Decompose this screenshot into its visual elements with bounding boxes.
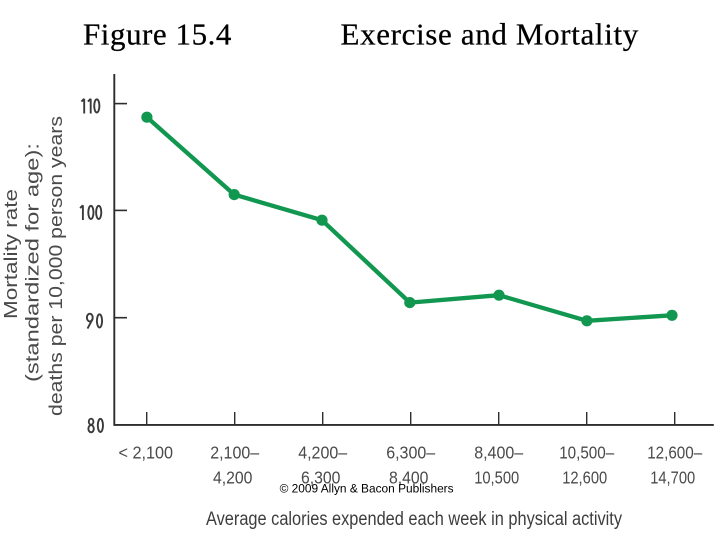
svg-text:Exercise and Mortality: Exercise and Mortality xyxy=(341,17,639,52)
svg-text:Mortality rate: Mortality rate xyxy=(1,189,21,319)
svg-text:12,600–: 12,600– xyxy=(647,443,702,463)
svg-text:© 2009 Allyn & Bacon Publisher: © 2009 Allyn & Bacon Publishers xyxy=(280,482,454,496)
svg-text:deaths per 10,000 person years: deaths per 10,000 person years xyxy=(46,116,66,416)
svg-text:14,700: 14,700 xyxy=(650,467,695,487)
svg-text:10,500–: 10,500– xyxy=(559,443,614,463)
svg-text:Average calories expended each: Average calories expended each week in p… xyxy=(206,509,622,530)
svg-text:(standardized for age):: (standardized for age): xyxy=(23,143,43,382)
svg-text:4,200–: 4,200– xyxy=(298,443,347,463)
svg-text:10,500: 10,500 xyxy=(474,467,519,487)
svg-text:8,400: 8,400 xyxy=(389,467,429,487)
svg-text:12,600: 12,600 xyxy=(562,467,607,487)
svg-text:4,200: 4,200 xyxy=(213,467,253,487)
svg-text:2,100–: 2,100– xyxy=(210,443,259,463)
svg-text:Figure 15.4: Figure 15.4 xyxy=(83,17,232,52)
svg-text:6,300–: 6,300– xyxy=(386,443,435,463)
svg-text:6,300: 6,300 xyxy=(301,467,341,487)
svg-text:< 2,100: < 2,100 xyxy=(119,443,174,463)
svg-text:8,400–: 8,400– xyxy=(474,443,523,463)
